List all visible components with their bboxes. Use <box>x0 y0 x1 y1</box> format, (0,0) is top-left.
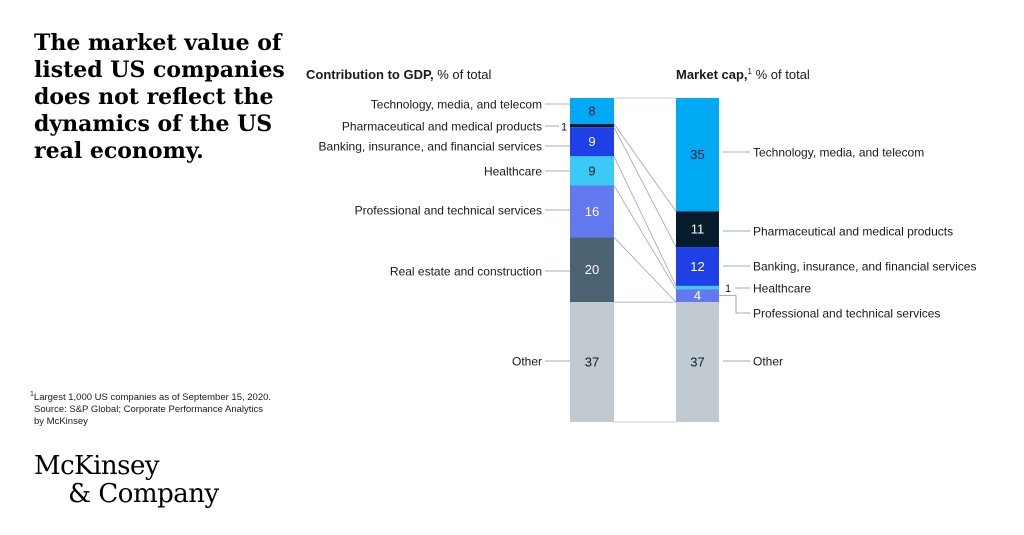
market-cap-label-technology-media-and-telecom: Technology, media, and telecom <box>753 146 924 160</box>
value-label: 35 <box>690 147 704 162</box>
column-title-gdp: Contribution to GDP, % of total <box>306 67 491 82</box>
bar-segment-banking-insurance-and-financial-services-gdp <box>570 127 614 157</box>
flow-line-real-estate-and-construction <box>613 237 677 303</box>
value-label: 9 <box>588 163 595 178</box>
gdp-label-pharmaceutical-and-medical-products: Pharmaceutical and medical products <box>342 120 542 134</box>
bar-segment-technology-media-and-telecom-market-cap <box>676 98 719 212</box>
value-label: 20 <box>585 262 599 277</box>
gdp-label-healthcare: Healthcare <box>484 165 542 179</box>
bar-segments: 8 35 11 9 12 9 16 4 20 37 37 <box>570 98 719 422</box>
footnote: 1Largest 1,000 US companies as of Septem… <box>30 389 300 428</box>
bar-segment-professional-and-technical-services-market-cap <box>676 289 719 303</box>
value-label: 11 <box>691 222 705 237</box>
value-label: 1 <box>725 283 731 295</box>
flow-lines <box>613 97 677 423</box>
bar-segment-technology-media-and-telecom-gdp <box>570 98 614 124</box>
flow-line-professional-and-technical-services <box>613 185 677 290</box>
bar-segment-pharmaceutical-and-medical-products-gdp <box>570 123 614 128</box>
bar-segment-pharmaceutical-and-medical-products-market-cap <box>676 211 719 248</box>
column-title-market-cap: Market cap,1 % of total <box>676 67 810 82</box>
mckinsey-logo: McKinsey & Company <box>34 451 219 509</box>
gdp-label-professional-and-technical-services: Professional and technical services <box>355 204 542 218</box>
market-cap-label-healthcare: Healthcare <box>753 282 811 296</box>
page-title: The market value of listed US companies … <box>34 30 285 164</box>
bar-segment-real-estate-and-construction-gdp <box>570 237 614 303</box>
flow-line-pharmaceutical-and-medical-products <box>613 123 677 212</box>
bar-segment-banking-insurance-and-financial-services-market-cap <box>676 247 719 286</box>
value-label: 37 <box>585 355 599 370</box>
bar-segment-other-gdp <box>570 302 614 422</box>
bar-segment-professional-and-technical-services-gdp <box>570 185 614 238</box>
flow-line-healthcare <box>613 156 677 287</box>
market-cap-label-banking-insurance-and-financial-services: Banking, insurance, and financial servic… <box>753 260 976 274</box>
value-label: 16 <box>585 204 599 219</box>
bar-segment-healthcare-gdp <box>570 156 614 186</box>
gdp-label-other: Other <box>512 355 542 369</box>
footnote-line: 1Largest 1,000 US companies as of Septem… <box>30 391 272 404</box>
gdp-label-banking-insurance-and-financial-services: Banking, insurance, and financial servic… <box>319 140 542 154</box>
value-label: 37 <box>690 355 704 370</box>
gdp-label-real-estate-and-construction: Real estate and construction <box>390 265 542 279</box>
bar-segment-other-market-cap <box>676 302 719 422</box>
flow-line-banking-insurance-and-financial-services <box>613 126 677 248</box>
value-label: 8 <box>588 103 595 118</box>
value-label: 4 <box>694 288 701 303</box>
category-labels: Technology, media, and telecom Pharmaceut… <box>319 98 977 369</box>
value-label: 1 <box>561 122 567 134</box>
market-cap-label-other: Other <box>753 355 783 369</box>
source-line-continued: by McKinsey <box>34 416 88 428</box>
bar-segment-healthcare-market-cap <box>676 285 719 290</box>
source-line: Source: S&P Global; Corporate Performanc… <box>34 404 263 416</box>
market-cap-label-professional-and-technical-services: Professional and technical services <box>753 307 940 321</box>
gdp-label-technology-media-and-telecom: Technology, media, and telecom <box>371 98 542 112</box>
value-label: 9 <box>588 134 595 149</box>
value-label: 12 <box>690 259 704 274</box>
market-cap-label-pharmaceutical-and-medical-products: Pharmaceutical and medical products <box>753 225 953 239</box>
